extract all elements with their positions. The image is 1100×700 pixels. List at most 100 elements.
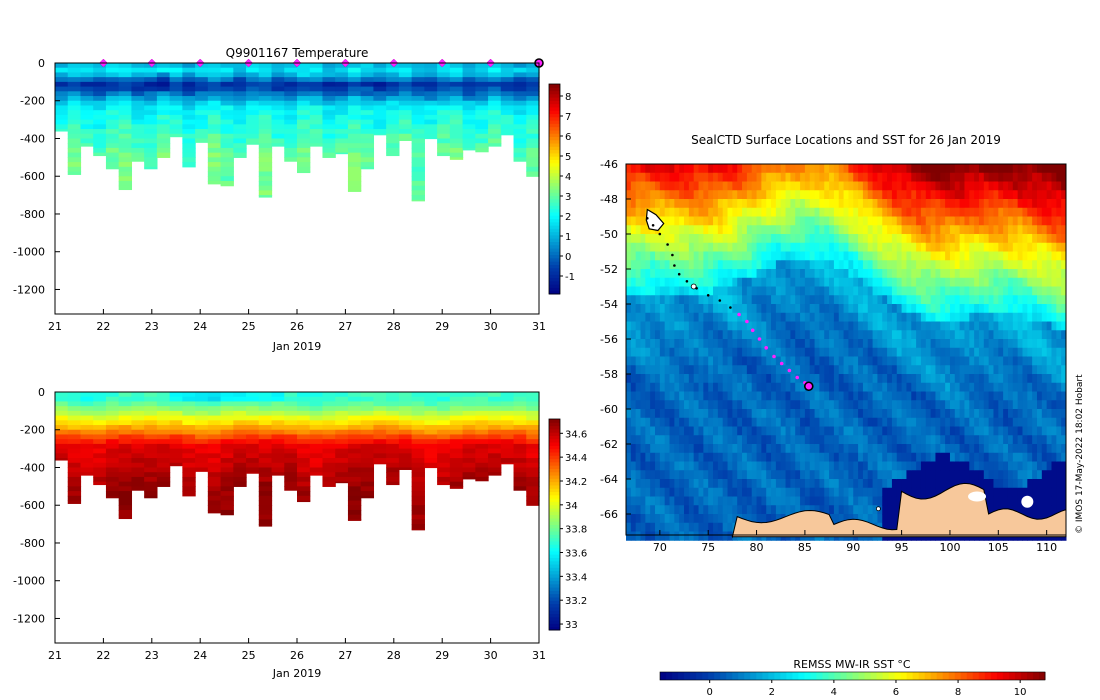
sst-cell [679, 260, 685, 270]
sst-cell [969, 417, 975, 427]
profile-cell [118, 124, 133, 130]
profile-cell [207, 96, 222, 102]
profile-cell [220, 410, 234, 417]
profile-cell [118, 509, 133, 516]
sst-cell [693, 522, 700, 532]
sst-cell [959, 426, 965, 436]
sst-cell [906, 409, 912, 419]
profile-cell [220, 486, 234, 492]
sst-cell [916, 260, 922, 270]
sst-cell [887, 251, 893, 261]
sst-cell [872, 242, 878, 252]
sst-cell [727, 339, 733, 349]
sst-cell [746, 496, 753, 506]
sst-cell [814, 312, 820, 322]
sst-cell [935, 295, 941, 305]
sst-cell [853, 269, 859, 279]
sst-cell [930, 409, 936, 419]
profile-cell [182, 476, 196, 483]
sst-cell [862, 172, 869, 182]
sst-cell [877, 190, 883, 200]
profile-cell [55, 100, 69, 107]
sst-cell [756, 199, 762, 209]
sst-cell [974, 164, 980, 174]
sst-cell [964, 216, 970, 226]
sst-cell [901, 304, 907, 314]
sst-cell [761, 514, 767, 524]
profile-cell [373, 406, 387, 412]
sst-cell [829, 452, 835, 462]
profile-cell [93, 392, 107, 398]
sst-cell [640, 426, 646, 436]
sst-cell [882, 479, 888, 489]
profile-cell [475, 448, 489, 454]
sst-cell [920, 269, 927, 279]
sst-cell [688, 365, 695, 375]
sst-cell [974, 347, 980, 357]
sst-cell [626, 251, 632, 261]
sst-cell [635, 251, 642, 261]
sst-cell [761, 312, 767, 322]
sst-cell [785, 409, 791, 419]
sst-cell [727, 207, 733, 217]
profile-cell [513, 119, 527, 125]
sst-cell [882, 391, 888, 401]
sst-cell [829, 277, 835, 287]
sst-cell [877, 286, 883, 296]
sst-cell [824, 452, 830, 462]
sst-cell [954, 365, 961, 375]
profile-cell [271, 96, 285, 102]
sst-cell [887, 339, 893, 349]
profile-cell [156, 425, 171, 431]
sst-cell [708, 470, 714, 480]
profile-cell [105, 429, 120, 436]
sst-cell [626, 199, 632, 209]
sst-cell [708, 514, 714, 524]
sst-cell [664, 164, 671, 174]
sst-cell [751, 260, 758, 270]
sst-cell [780, 417, 787, 427]
profile-cell [437, 425, 451, 431]
sst-cell [882, 190, 888, 200]
sst-cell [925, 400, 932, 410]
sst-cell [824, 304, 830, 314]
profile-cell [360, 486, 375, 492]
sst-cell [848, 470, 854, 480]
sst-cell [756, 417, 762, 427]
profile-cell [156, 63, 171, 69]
sst-cell [732, 199, 738, 209]
sst-cell [708, 234, 714, 244]
profile-cell [449, 401, 464, 407]
sst-cell [650, 461, 656, 471]
sst-cell [688, 164, 695, 174]
sst-cell [688, 461, 695, 471]
sst-cell [775, 242, 782, 252]
profile-cell [360, 67, 375, 74]
profile-cell [271, 138, 285, 144]
profile-cell [513, 86, 527, 92]
sst-cell [964, 199, 970, 209]
sst-cell [804, 216, 811, 226]
sst-cell [650, 304, 656, 314]
sst-cell [804, 444, 811, 454]
profile-cell [144, 453, 158, 459]
sst-cell [732, 435, 738, 445]
sst-cell [708, 505, 714, 515]
sst-cell [974, 190, 980, 200]
profile-cell [195, 396, 209, 403]
profile-cell [284, 458, 298, 464]
sst-cell [626, 172, 632, 182]
sst-cell [833, 234, 840, 244]
sst-cell [722, 365, 729, 375]
sst-cell [722, 531, 729, 541]
profile-cell [347, 110, 362, 116]
profile-cell [55, 392, 69, 398]
sst-cell [650, 417, 656, 427]
colorbar-segment [549, 205, 560, 210]
sst-cell [732, 426, 738, 436]
profile-cell [93, 86, 107, 92]
sst-cell [708, 181, 714, 191]
sst-cell [935, 242, 941, 252]
profile-cell [131, 462, 145, 469]
sst-cell [698, 269, 704, 279]
